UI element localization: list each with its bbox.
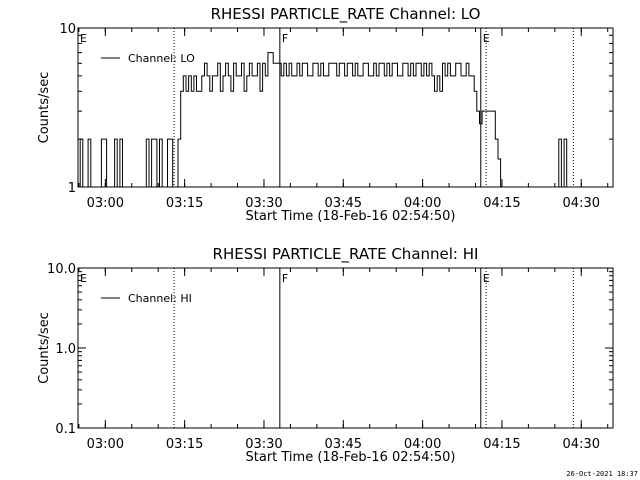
legend-label-1-0: Channel: HI <box>128 292 192 305</box>
x-axis-label-0: Start Time (18-Feb-16 02:54:50) <box>246 209 456 224</box>
x-tick-label-0-0: 03:00 <box>87 196 124 211</box>
legend-label-0-0: Channel: LO <box>128 52 195 65</box>
x-tick-label-1-1: 03:15 <box>166 437 203 452</box>
y-axis-label-0: Counts/sec <box>37 72 52 144</box>
x-tick-label-0-4: 04:00 <box>404 196 441 211</box>
footer-timestamp: 26-Oct-2021 18:37 <box>566 470 638 478</box>
y-tick-label-0-1: 10 <box>59 22 76 37</box>
y-axis-label-1: Counts/sec <box>37 312 52 384</box>
x-tick-label-0-2: 03:30 <box>245 196 282 211</box>
x-tick-label-0-3: 03:45 <box>325 196 362 211</box>
event-label-0-2: F <box>282 32 288 45</box>
event-label-1-0: E <box>80 272 87 285</box>
event-label-0-3: E <box>483 32 490 45</box>
x-tick-label-1-0: 03:00 <box>87 437 124 452</box>
x-tick-label-0-6: 04:30 <box>563 196 600 211</box>
chart-title-1: RHESSI PARTICLE_RATE Channel: HI <box>213 245 479 264</box>
y-tick-label-0-0: 1 <box>68 181 76 196</box>
x-tick-label-1-6: 04:30 <box>563 437 600 452</box>
chart-title-0: RHESSI PARTICLE_RATE Channel: LO <box>211 5 481 24</box>
y-tick-label-1-1: 1.0 <box>55 342 76 357</box>
series-line-0-0 <box>77 52 570 188</box>
x-tick-label-1-2: 03:30 <box>245 437 282 452</box>
x-axis-label-1: Start Time (18-Feb-16 02:54:50) <box>246 450 456 465</box>
x-tick-label-0-1: 03:15 <box>166 196 203 211</box>
x-tick-label-1-4: 04:00 <box>404 437 441 452</box>
y-tick-label-1-2: 10.0 <box>47 262 76 277</box>
x-tick-label-0-5: 04:15 <box>483 196 520 211</box>
event-label-1-3: E <box>483 272 490 285</box>
event-label-0-0: E <box>80 32 87 45</box>
event-label-1-2: F <box>282 272 288 285</box>
x-tick-label-1-5: 04:15 <box>483 437 520 452</box>
y-tick-label-1-0: 0.1 <box>55 422 76 437</box>
x-tick-label-1-3: 03:45 <box>325 437 362 452</box>
